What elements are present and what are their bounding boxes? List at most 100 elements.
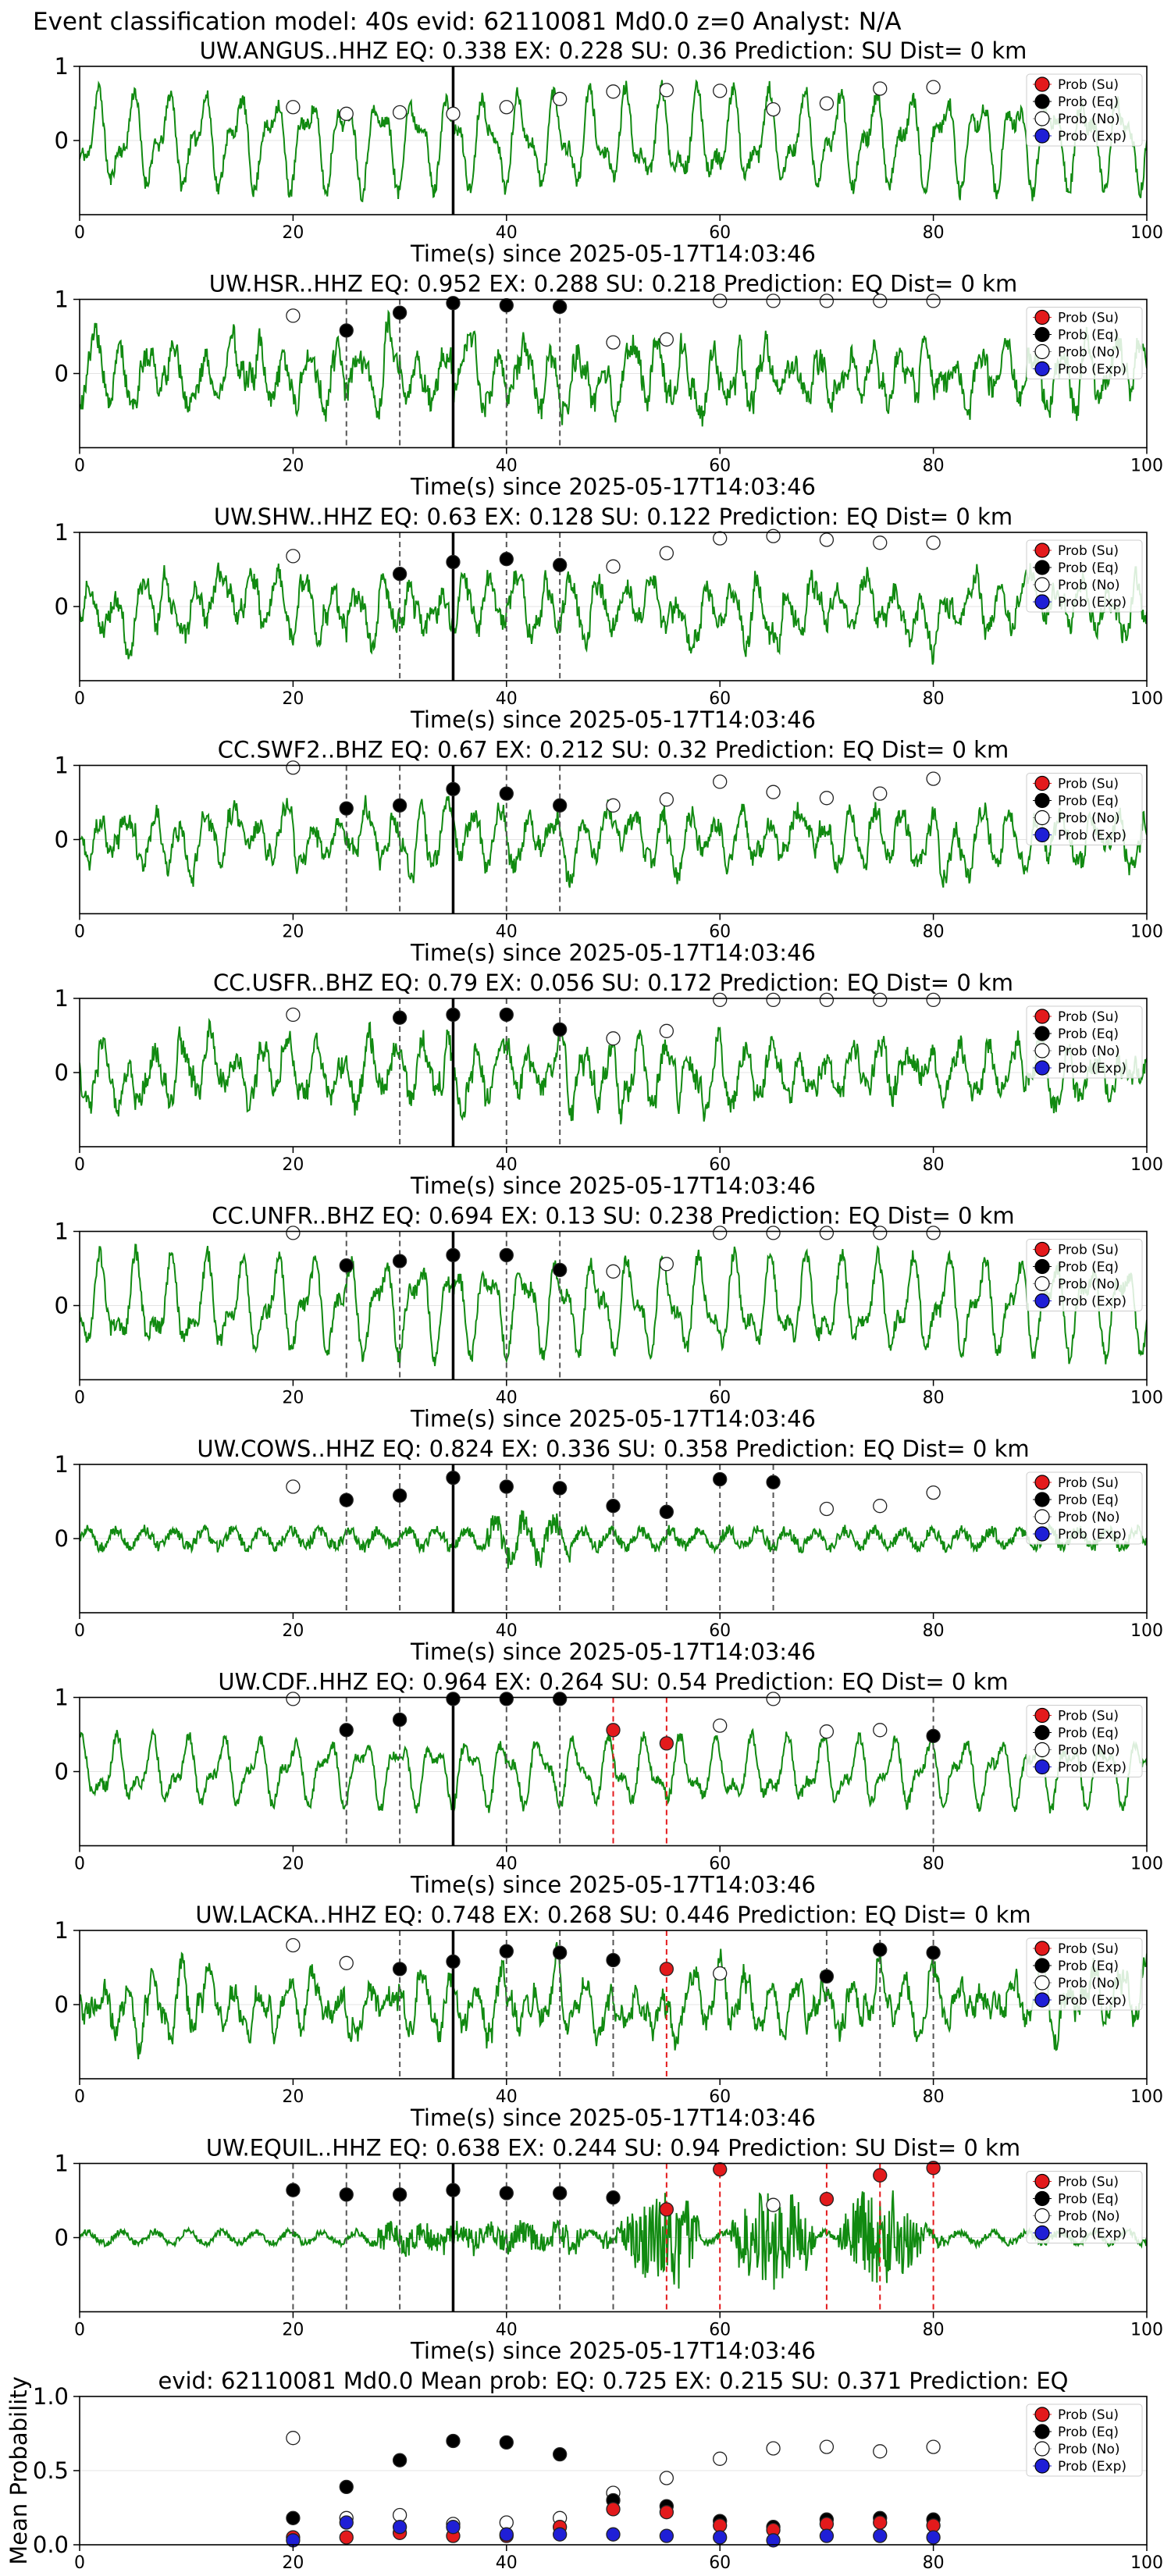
legend-marker-eq bbox=[1034, 1026, 1050, 1041]
prob-point-no bbox=[659, 83, 674, 98]
legend-marker-no bbox=[1034, 2441, 1050, 2457]
prob-point-eq bbox=[659, 1504, 674, 1519]
prob-points bbox=[286, 1692, 941, 1751]
prob-point-no bbox=[873, 992, 888, 1008]
mean-point-su bbox=[659, 2505, 674, 2520]
prob-point-eq bbox=[873, 1942, 888, 1957]
legend-marker-exp bbox=[1034, 1060, 1050, 1076]
prob-point-eq bbox=[392, 305, 408, 320]
mean-point-exp bbox=[819, 2528, 835, 2543]
prob-point-su bbox=[713, 2161, 728, 2177]
y-axis-label: Mean Probability bbox=[5, 2376, 32, 2565]
prob-point-eq bbox=[339, 801, 354, 816]
prob-point-eq bbox=[392, 1010, 408, 1025]
prob-point-eq bbox=[553, 1262, 568, 1278]
legend-marker-su bbox=[1034, 2173, 1050, 2190]
x-tick-label: 20 bbox=[282, 223, 304, 243]
mean-point-no bbox=[713, 2451, 728, 2466]
prob-point-no bbox=[819, 1724, 835, 1739]
prob-point-no bbox=[713, 84, 728, 98]
legend-marker-eq bbox=[1034, 1724, 1050, 1741]
legend-marker-su bbox=[1034, 1009, 1050, 1024]
prob-point-eq bbox=[553, 1945, 568, 1960]
legend-box bbox=[1026, 1005, 1143, 1079]
legend-label-exp: Prob (Exp) bbox=[1058, 828, 1127, 844]
prob-point-no bbox=[606, 798, 621, 813]
x-tick-label: 20 bbox=[282, 2321, 304, 2340]
prob-point-no bbox=[286, 1692, 301, 1706]
y-tick-label: 1 bbox=[55, 1685, 69, 1711]
x-tick-label: 0 bbox=[74, 1855, 85, 1874]
y-tick-label: 0 bbox=[55, 127, 69, 154]
prob-point-eq bbox=[446, 781, 461, 797]
x-tick-label: 60 bbox=[709, 923, 731, 942]
x-tick-label: 60 bbox=[709, 1855, 731, 1874]
prob-points bbox=[286, 80, 941, 121]
mean-point-no bbox=[659, 2471, 674, 2485]
prob-point-no bbox=[766, 1692, 781, 1706]
x-tick-label: 80 bbox=[923, 2321, 945, 2340]
prob-point-eq bbox=[392, 2187, 408, 2202]
x-tick-label: 80 bbox=[923, 1621, 945, 1641]
prob-points bbox=[286, 1470, 941, 1519]
legend-label-no: Prob (No) bbox=[1058, 811, 1120, 827]
legend-marker-su bbox=[1034, 309, 1050, 326]
prob-point-eq bbox=[499, 297, 514, 313]
x-tick-label: 60 bbox=[709, 2087, 731, 2107]
legend: Prob (Su)Prob (Eq) Prob (No) Prob (Exp) bbox=[1026, 1005, 1143, 1079]
legend-marker-exp bbox=[1034, 594, 1050, 610]
prob-point-eq bbox=[499, 1247, 514, 1263]
panel-uw-equil--hhz: UW.EQUIL..HHZ EQ: 0.638 EX: 0.244 SU: 0.… bbox=[55, 2135, 1163, 2364]
mean-point-exp bbox=[339, 2515, 354, 2530]
prob-points bbox=[286, 1226, 941, 1279]
waveform-trace bbox=[80, 1244, 1147, 1367]
x-tick-label: 80 bbox=[923, 2087, 945, 2107]
prob-point-no bbox=[286, 100, 301, 115]
x-tick-label: 20 bbox=[282, 457, 304, 476]
x-axis-label: Time(s) since 2025-05-17T14:03:46 bbox=[410, 240, 816, 267]
legend-marker-exp bbox=[1034, 2225, 1050, 2241]
legend-label-eq: Prob (Eq) bbox=[1058, 1493, 1119, 1508]
prob-point-no bbox=[926, 1485, 941, 1500]
panel-title: UW.CDF..HHZ EQ: 0.964 EX: 0.264 SU: 0.54… bbox=[218, 1669, 1008, 1695]
x-tick-label: 0 bbox=[74, 689, 85, 709]
panel-title: evid: 62110081 Md0.0 Mean prob: EQ: 0.72… bbox=[158, 2368, 1069, 2394]
legend-label-eq: Prob (Eq) bbox=[1058, 1026, 1119, 1042]
legend-box bbox=[1026, 1705, 1143, 1777]
legend: Prob (Su)Prob (Eq) Prob (No) Prob (Exp) bbox=[1026, 73, 1143, 147]
x-tick-label: 100 bbox=[1130, 1621, 1163, 1641]
legend-marker-no bbox=[1034, 1043, 1050, 1059]
legend-label-su: Prob (Su) bbox=[1058, 1009, 1119, 1025]
panel-uw-lacka--hhz: UW.LACKA..HHZ EQ: 0.748 EX: 0.268 SU: 0.… bbox=[55, 1902, 1163, 2131]
prob-point-no bbox=[606, 1264, 621, 1279]
legend-label-eq: Prob (Eq) bbox=[1058, 2425, 1119, 2440]
prob-point-eq bbox=[499, 786, 514, 801]
prob-point-no bbox=[819, 96, 835, 111]
legend-label-su: Prob (Su) bbox=[1058, 77, 1119, 93]
prob-point-no bbox=[606, 335, 621, 350]
mean-points bbox=[286, 2431, 941, 2548]
legend: Prob (Su)Prob (Eq) Prob (No) Prob (Exp) bbox=[1026, 539, 1143, 613]
prob-point-no bbox=[819, 1501, 835, 1517]
x-tick-label: 60 bbox=[709, 457, 731, 476]
legend-label-no: Prob (No) bbox=[1058, 1743, 1120, 1759]
mean-point-no bbox=[286, 2431, 301, 2446]
prob-point-eq bbox=[499, 2186, 514, 2201]
legend-marker-su bbox=[1034, 1707, 1050, 1724]
prob-points bbox=[286, 2161, 941, 2217]
prob-point-eq bbox=[606, 2190, 621, 2205]
x-tick-label: 100 bbox=[1130, 457, 1163, 476]
prob-point-no bbox=[659, 792, 674, 807]
prob-point-no bbox=[713, 1718, 728, 1733]
x-axis-label: Time(s) since 2025-05-17T14:03:46 bbox=[410, 706, 816, 733]
prob-point-su bbox=[819, 2191, 835, 2207]
prob-point-no bbox=[286, 549, 301, 564]
prob-point-no bbox=[766, 1226, 781, 1240]
mean-point-exp bbox=[499, 2527, 514, 2542]
panel-title: UW.LACKA..HHZ EQ: 0.748 EX: 0.268 SU: 0.… bbox=[195, 1902, 1030, 1928]
legend-marker-exp bbox=[1034, 361, 1050, 377]
y-tick-label: 0 bbox=[55, 2225, 69, 2251]
mean-point-exp bbox=[926, 2530, 941, 2545]
prob-point-no bbox=[286, 1226, 301, 1240]
y-tick-label: 0.0 bbox=[33, 2532, 69, 2558]
